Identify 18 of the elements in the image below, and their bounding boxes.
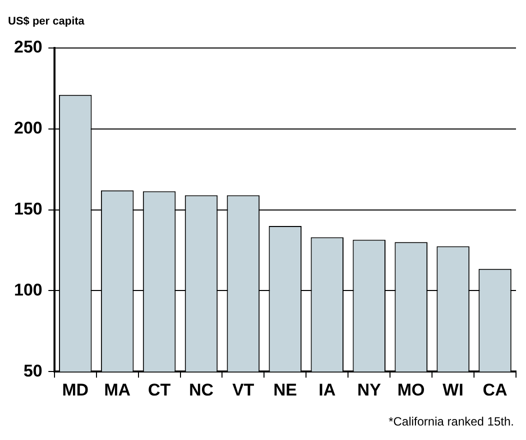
x-tick-label: CA <box>482 380 508 400</box>
x-tick-label: NE <box>273 380 297 400</box>
y-tick-label: 200 <box>14 118 42 138</box>
x-tick-label: MA <box>104 380 131 400</box>
x-tick-label: CT <box>148 380 172 400</box>
x-tick-label: MO <box>397 380 425 400</box>
x-tick-label: NC <box>188 380 214 400</box>
y-axis-title: US$ per capita <box>8 16 86 28</box>
y-tick-label: 250 <box>14 38 42 57</box>
y-tick-label: 150 <box>14 199 42 218</box>
x-tick-label: IA <box>318 380 336 400</box>
y-tick-label: 50 <box>23 361 42 380</box>
x-tick-label: NY <box>357 380 382 400</box>
x-tick-label: WI <box>442 380 464 400</box>
y-tick-label: 100 <box>14 280 42 300</box>
x-tick-label: VT <box>232 380 255 400</box>
x-tick-label: MD <box>62 380 89 400</box>
text: *California ranked 15th. <box>388 414 514 428</box>
